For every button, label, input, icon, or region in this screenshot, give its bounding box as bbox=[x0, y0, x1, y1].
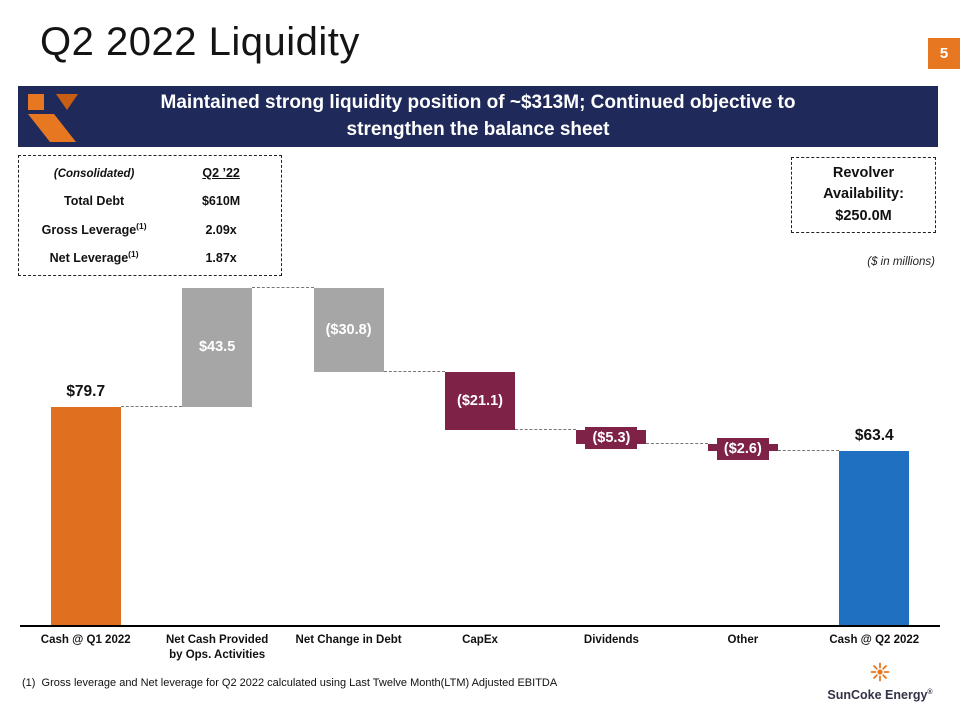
waterfall-bar-6 bbox=[839, 451, 910, 625]
suncoke-logo-mark-icon bbox=[28, 94, 78, 142]
metric-value: 1.87x bbox=[205, 250, 237, 265]
page-title: Q2 2022 Liquidity bbox=[40, 20, 360, 64]
category-label-0: Cash @ Q1 2022 bbox=[40, 634, 131, 646]
category-label-3: CapEx bbox=[462, 634, 498, 646]
metrics-header-label: (Consolidated) bbox=[53, 168, 135, 180]
category-label-2: Net Change in Debt bbox=[295, 634, 402, 646]
metric-label: Gross Leverage(1) bbox=[41, 220, 147, 237]
metric-value: $610M bbox=[201, 194, 241, 209]
sunburst-icon bbox=[870, 662, 890, 682]
bar-value-label-1: $43.5 bbox=[198, 339, 236, 356]
headline-text: Maintained strong liquidity position of … bbox=[160, 91, 796, 140]
metrics-header-row: (Consolidated) Q2 ’22 bbox=[23, 166, 277, 180]
waterfall-bar-0 bbox=[50, 406, 121, 625]
bar-value-label-0: $79.7 bbox=[66, 382, 106, 400]
waterfall-bar-3 bbox=[445, 372, 515, 430]
metric-value: 2.09x bbox=[205, 222, 237, 237]
headline-banner: Maintained strong liquidity position of … bbox=[18, 86, 938, 147]
bar-value-label-2: ($30.8) bbox=[325, 321, 372, 338]
bar-value-label-6: $63.4 bbox=[854, 427, 894, 445]
waterfall-connector-4 bbox=[646, 443, 708, 445]
metric-label: Total Debt bbox=[64, 194, 125, 209]
waterfall-connector-5 bbox=[777, 450, 840, 452]
company-name: SunCoke Energy® bbox=[827, 688, 933, 702]
company-logo: SunCoke Energy® bbox=[820, 662, 940, 702]
page-number-badge: 5 bbox=[928, 38, 960, 69]
bar-value-label-3: ($21.1) bbox=[457, 392, 503, 409]
waterfall-connector-3 bbox=[515, 428, 577, 430]
waterfall-connector-1 bbox=[252, 286, 314, 288]
bar-value-label-4: ($5.3) bbox=[546, 427, 677, 450]
waterfall-chart: $79.7 $43.5 ($30.8) ($21.1) ($5.3) ($2.6) $63.… bbox=[20, 280, 940, 627]
waterfall-bar-1 bbox=[182, 287, 253, 407]
consolidated-metrics-table: (Consolidated) Q2 ’22 Total Debt $610M G… bbox=[18, 155, 282, 276]
revolver-availability-callout: Revolver Availability: $250.0M bbox=[791, 157, 936, 233]
category-label-4: Dividends bbox=[583, 634, 639, 646]
waterfall-connector-0 bbox=[120, 405, 183, 407]
footnote: (1) Gross leverage and Net leverage for … bbox=[22, 677, 558, 689]
metrics-row-gross-leverage: Gross Leverage(1) 2.09x bbox=[23, 221, 277, 237]
bar-value-label-5: ($2.6) bbox=[677, 437, 808, 460]
metrics-header-value: Q2 ’22 bbox=[202, 166, 240, 180]
waterfall-bar-2 bbox=[313, 287, 384, 372]
category-label-5: Other bbox=[727, 634, 759, 646]
metric-label: Net Leverage(1) bbox=[49, 248, 139, 265]
metrics-row-total-debt: Total Debt $610M bbox=[23, 192, 277, 208]
chart-category-labels: Cash @ Q1 2022 Net Cash Provided by Ops. … bbox=[20, 633, 940, 667]
units-note: ($ in millions) bbox=[867, 256, 935, 268]
waterfall-connector-2 bbox=[383, 371, 445, 372]
category-label-6: Cash @ Q2 2022 bbox=[829, 634, 920, 646]
metrics-row-net-leverage: Net Leverage(1) 1.87x bbox=[23, 249, 277, 265]
category-label-1: Net Cash Provided by Ops. Activities bbox=[166, 634, 269, 661]
